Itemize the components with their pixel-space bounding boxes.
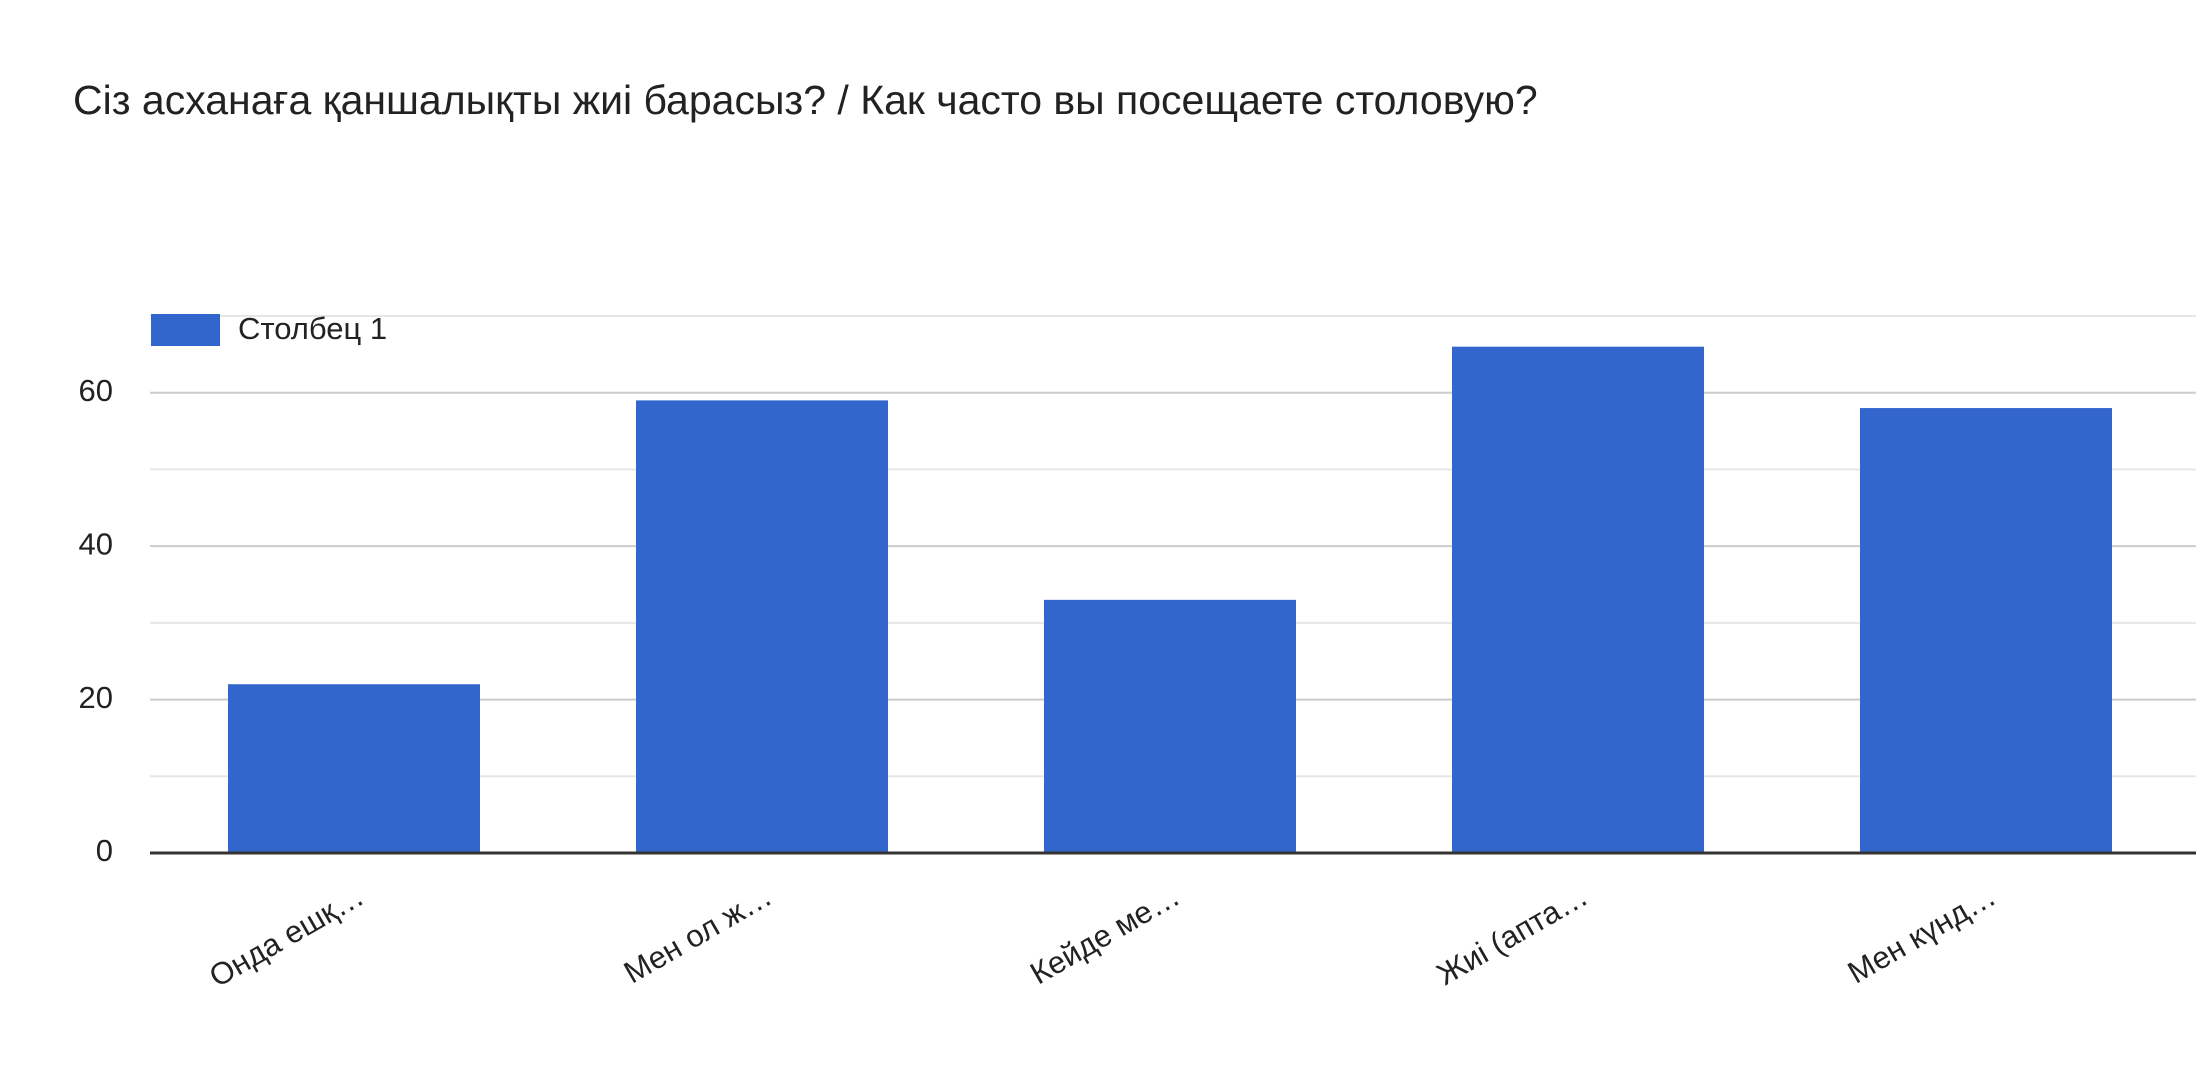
y-tick-label: 20 xyxy=(79,680,113,715)
bar xyxy=(1860,408,2112,853)
bar xyxy=(636,400,888,853)
x-tick-label: Онда ешқ… xyxy=(203,878,369,994)
x-tick-label: Жиі (апта… xyxy=(1431,878,1594,992)
x-tick-label: Мен ол ж… xyxy=(618,878,778,990)
bar xyxy=(1044,599,1296,853)
x-tick-label: Кейде ме… xyxy=(1024,878,1185,991)
y-tick-label: 40 xyxy=(79,526,113,561)
legend-swatch xyxy=(151,314,220,346)
bar xyxy=(228,684,480,853)
y-tick-label: 0 xyxy=(96,833,113,868)
bar xyxy=(1452,346,1704,853)
x-tick-label: Мен күнд… xyxy=(1842,878,2002,991)
chart-title: Сіз асханаға қаншалықты жиі барасыз? / К… xyxy=(73,77,1538,123)
legend-label: Столбец 1 xyxy=(238,311,387,346)
y-tick-label: 60 xyxy=(79,373,113,408)
